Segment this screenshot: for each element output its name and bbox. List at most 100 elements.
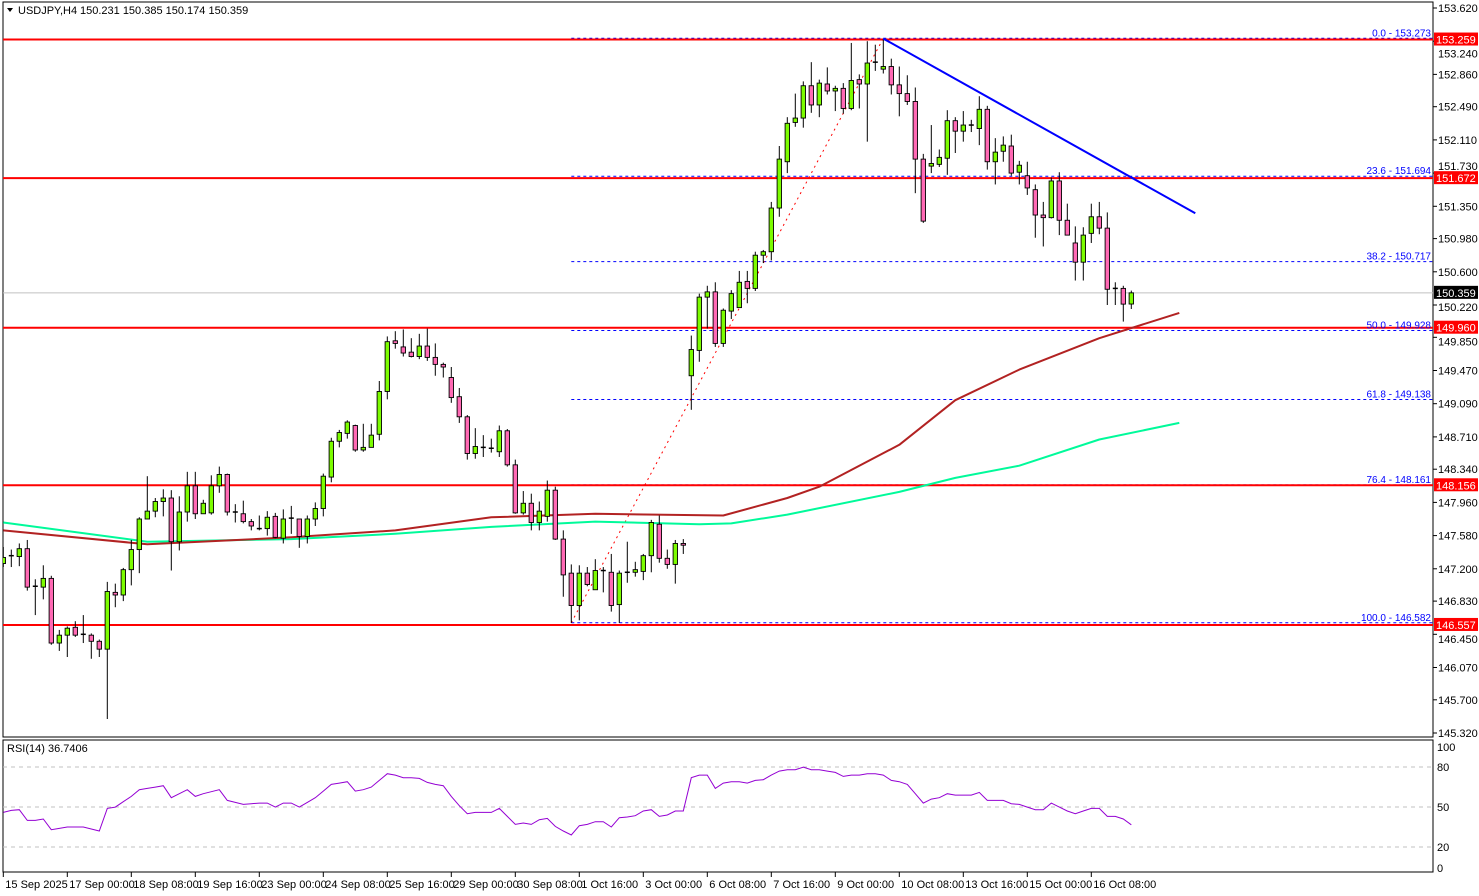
candle-body-bearish: [48, 577, 54, 644]
candle-body-bullish: [336, 432, 342, 442]
candle: [1056, 172, 1062, 236]
candle: [808, 62, 814, 113]
date-axis-label: 10 Oct 08:00: [901, 879, 964, 891]
candle-body-bearish: [608, 571, 614, 606]
candle: [168, 490, 174, 571]
candle-body-bullish: [3, 556, 6, 564]
candle-body-bullish: [784, 122, 790, 163]
candle: [240, 500, 246, 524]
candle: [928, 125, 934, 174]
price-axis-label: 149.090: [1438, 399, 1478, 411]
candle: [640, 553, 646, 581]
fib-level-label: 0.0 - 153.273: [1372, 28, 1431, 39]
candle-body-bullish: [688, 349, 694, 377]
candle: [312, 502, 318, 526]
candle-body-bearish: [464, 416, 470, 454]
candle-body-bullish: [800, 85, 806, 119]
candle-body-bullish: [120, 569, 126, 596]
rsi-axis-label: 0: [1437, 863, 1443, 875]
candle: [1064, 203, 1070, 236]
candle: [112, 583, 118, 608]
candle-body-bearish: [88, 634, 94, 642]
candle: [88, 633, 94, 659]
candle-body-bullish: [1128, 292, 1134, 305]
candle-body-bearish: [1056, 180, 1062, 221]
candle-body-bearish: [1040, 214, 1046, 219]
candle-body-bearish: [744, 280, 750, 289]
candle: [328, 437, 334, 483]
candle-body-bearish: [504, 430, 510, 466]
candle: [136, 517, 142, 574]
current-price-badge: [1434, 285, 1478, 299]
candle-body-bullish: [416, 345, 422, 357]
candle-body-bullish: [472, 446, 478, 454]
date-axis-label: 25 Sep 16:00: [389, 879, 454, 891]
candle: [512, 459, 518, 514]
candle-body-bullish: [280, 518, 286, 539]
candle: [256, 515, 262, 531]
candle: [696, 293, 702, 362]
candle: [1024, 161, 1030, 195]
price-axis-label: 153.620: [1438, 3, 1478, 15]
candle-body-bearish: [560, 538, 566, 576]
candle-body-bearish: [712, 291, 718, 344]
candle: [1000, 136, 1006, 162]
candle-body-bullish: [720, 309, 726, 344]
candle: [200, 499, 206, 515]
candle: [24, 539, 30, 591]
fib-level-label: 23.6 - 151.694: [1367, 166, 1432, 177]
descending-trendline[interactable]: [882, 37, 1196, 215]
candle: [824, 67, 830, 95]
candle: [664, 549, 670, 569]
candle: [296, 518, 302, 548]
triangle-down-icon[interactable]: [7, 8, 13, 12]
candle: [648, 519, 654, 573]
date-axis-label: 7 Oct 16:00: [773, 879, 830, 891]
candle: [944, 110, 950, 175]
candle: [712, 282, 718, 347]
candle: [816, 79, 822, 118]
candle-body-bearish: [352, 425, 358, 451]
candle: [32, 579, 38, 616]
candle: [392, 331, 398, 349]
price-axis-label: 145.700: [1438, 695, 1478, 707]
candle-body-bullish: [832, 87, 838, 92]
candle: [216, 466, 222, 493]
candle: [288, 505, 294, 534]
candle: [736, 270, 742, 309]
fib-level-label: 50.0 - 149.928: [1367, 320, 1432, 331]
candle-body-bullish: [184, 485, 190, 513]
candle-body-bullish: [768, 207, 774, 253]
level-price-badge: [1434, 171, 1478, 185]
price-axis-label: 146.070: [1438, 662, 1478, 674]
fib-level-label: 100.0 - 146.582: [1361, 613, 1431, 624]
candle: [784, 117, 790, 174]
candle-body-bearish: [680, 543, 686, 546]
date-axis-label: 18 Sep 08:00: [133, 879, 198, 891]
date-axis-label: 23 Sep 00:00: [261, 879, 326, 891]
candle: [608, 553, 614, 612]
candle-body-bearish: [424, 345, 430, 358]
candle: [376, 380, 382, 441]
candle-body-bearish: [552, 489, 558, 540]
candle-body-bearish: [240, 513, 246, 523]
candle-body-bearish: [168, 497, 174, 543]
price-axis-label: 145.320: [1438, 728, 1478, 740]
candle-body-bearish: [272, 515, 278, 538]
candle: [128, 539, 134, 586]
candle: [688, 335, 694, 410]
candle-body-bullish: [672, 543, 678, 565]
candle: [304, 515, 310, 544]
main-chart-frame: [2, 1, 1434, 738]
candle: [272, 512, 278, 539]
candle-body-bullish: [736, 281, 742, 309]
candle-body-bearish: [1072, 242, 1078, 263]
price-axis-label: 150.980: [1438, 234, 1478, 246]
candle-body-bullish: [704, 291, 710, 298]
candle-body-bullish: [200, 502, 206, 515]
candle: [64, 626, 70, 658]
date-axis-label: 15 Sep 2025: [5, 879, 67, 891]
candle: [432, 343, 438, 376]
